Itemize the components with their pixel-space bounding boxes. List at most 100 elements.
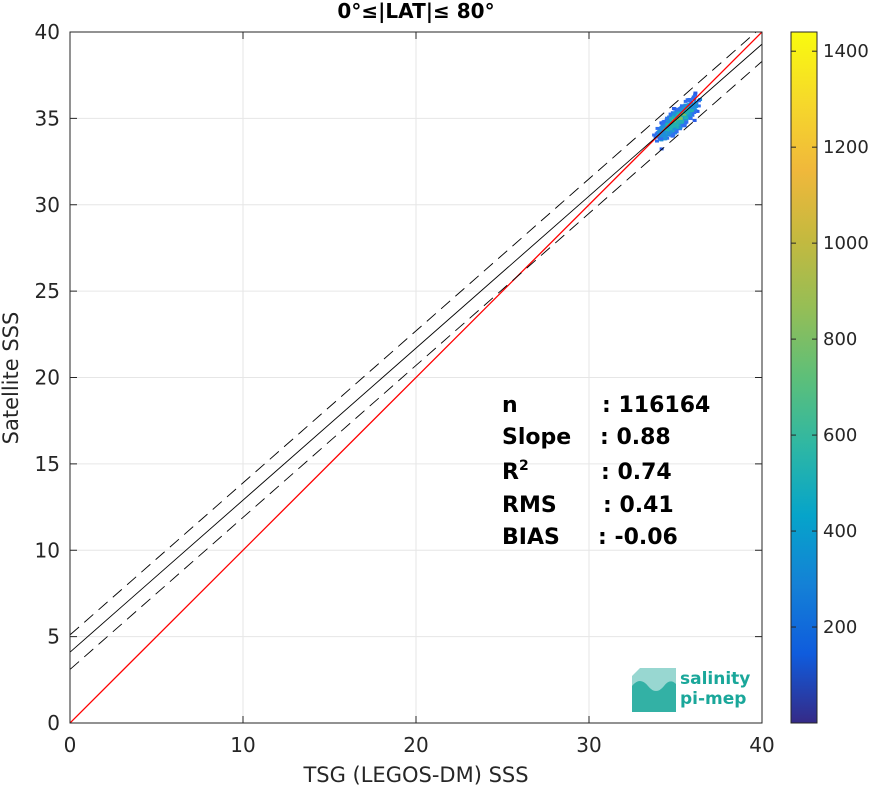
density-cell (696, 104, 701, 108)
stat-label: RMS (502, 493, 557, 518)
density-cell (689, 109, 694, 113)
y-tick-label: 10 (35, 538, 60, 562)
logo-line-2: pi-mep (680, 689, 746, 709)
density-cell (681, 124, 686, 128)
y-tick-label: 30 (35, 193, 60, 217)
density-cell (659, 125, 664, 129)
density-cell (693, 91, 698, 95)
regression-lines (70, 32, 762, 723)
y-tick-label: 25 (35, 279, 60, 303)
density-cell (685, 114, 690, 118)
density-cell (665, 123, 670, 127)
y-tick-label: 35 (35, 106, 60, 130)
density-cell (672, 123, 677, 127)
density-cell (681, 110, 686, 114)
density-cell (678, 126, 683, 130)
density-cell (666, 119, 671, 123)
line-1-1 (70, 32, 762, 723)
axis-ticks: 0 10 20 30 40 0 5 10 15 20 25 30 35 40 (35, 20, 775, 757)
density-cell (671, 116, 676, 120)
density-cell (655, 126, 660, 130)
density-cell (670, 134, 675, 138)
x-axis-title: TSG (LEGOS-DM) SSS (302, 763, 528, 787)
density-cell (670, 126, 675, 130)
density-cell (693, 102, 698, 106)
density-cell (686, 98, 691, 102)
stat-value: : 0.74 (601, 460, 672, 485)
density-cell (683, 99, 688, 103)
colorbar-tick-label: 1200 (823, 137, 869, 158)
density-cell (692, 118, 697, 122)
line-fit (70, 43, 762, 653)
density-cell (695, 109, 700, 113)
density-cell (658, 136, 663, 140)
density-cell (672, 127, 677, 131)
colorbar-tick-label: 400 (823, 521, 857, 542)
density-cell (669, 116, 674, 120)
logo-line-1: salinity (680, 669, 750, 689)
density-cell (679, 104, 684, 108)
density-cell (666, 132, 671, 136)
density-cell (690, 113, 695, 117)
density-cell (661, 122, 666, 126)
density-cell (661, 132, 666, 136)
density-cell (669, 125, 674, 129)
density-cell (679, 107, 684, 111)
line-fit-rms (70, 32, 757, 636)
stat-value: : -0.06 (598, 525, 678, 550)
x-tick-label: 40 (749, 733, 774, 757)
logo-waves-icon-front (632, 681, 676, 712)
x-tick-label: 30 (576, 733, 601, 757)
density-cell (663, 137, 668, 141)
density-cell (657, 128, 662, 132)
density-cell (684, 120, 689, 124)
stat-value: : 116164 (602, 393, 710, 418)
density-cell (656, 130, 661, 134)
density-cell (683, 116, 688, 120)
stat-value: : 0.41 (603, 493, 674, 518)
stat-label: R2 (502, 458, 529, 485)
density-cell (664, 128, 669, 132)
stat-label: BIAS (502, 525, 560, 550)
density-cloud (652, 91, 703, 151)
density-cell (659, 147, 664, 151)
colorbar: 200 400 600 800 1000 1200 1400 (790, 31, 869, 724)
density-cell (675, 120, 680, 124)
density-cell (652, 133, 657, 137)
stat-value: : 0.88 (600, 425, 671, 450)
colorbar-ticks: 200 400 600 800 1000 1200 1400 (791, 41, 869, 638)
density-cell (654, 132, 659, 136)
density-cell (671, 129, 676, 133)
density-cell (659, 132, 664, 136)
x-tick-label: 10 (230, 733, 255, 757)
density-cell (683, 103, 688, 107)
density-cell (678, 118, 683, 122)
stat-label: n (502, 393, 518, 418)
y-tick-label: 15 (35, 452, 60, 476)
density-cell (654, 139, 659, 143)
y-axis-title: Satellite SSS (0, 312, 23, 445)
density-cell (682, 112, 687, 116)
y-tick-label: 20 (35, 366, 60, 390)
colorbar-tick-label: 1000 (823, 233, 869, 254)
density-cell (691, 96, 696, 100)
density-cell (665, 126, 670, 130)
density-cell (674, 129, 679, 133)
density-cell (688, 114, 693, 118)
y-tick-label: 0 (47, 711, 60, 735)
density-cell (673, 111, 678, 115)
density-cell (684, 111, 689, 115)
density-cell (669, 130, 674, 134)
density-cell (668, 128, 673, 132)
density-cell (692, 111, 697, 115)
line-fit-rms (70, 61, 762, 670)
stat-label: Slope (502, 425, 571, 450)
colorbar-tick-label: 200 (823, 617, 857, 638)
salinity-pi-mep-logo: salinity pi-mep (632, 668, 750, 712)
x-tick-label: 20 (403, 733, 428, 757)
density-cell (675, 107, 680, 111)
y-tick-label: 40 (35, 20, 60, 44)
density-cell (688, 116, 693, 120)
density-cell (696, 99, 701, 103)
